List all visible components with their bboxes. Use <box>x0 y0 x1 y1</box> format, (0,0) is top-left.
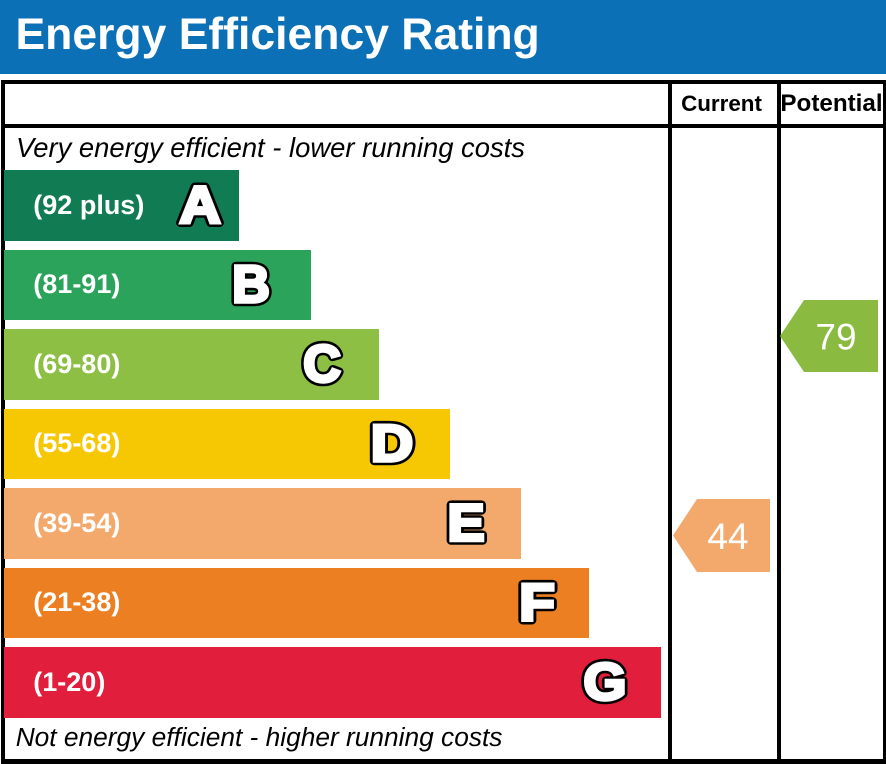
svg-text:E: E <box>447 494 484 552</box>
svg-text:D: D <box>371 414 413 472</box>
svg-text:F: F <box>519 573 555 631</box>
svg-text:G: G <box>584 653 627 711</box>
svg-text:C: C <box>303 336 341 394</box>
svg-text:A: A <box>179 176 220 234</box>
svg-text:D: D <box>371 414 413 472</box>
svg-text:E: E <box>447 494 484 552</box>
svg-text:F: F <box>519 573 555 631</box>
svg-text:44: 44 <box>707 516 748 557</box>
svg-text:C: C <box>303 336 341 394</box>
svg-text:G: G <box>584 653 627 711</box>
svg-text:B: B <box>232 256 270 314</box>
svg-text:79: 79 <box>815 317 856 358</box>
svg-text:A: A <box>179 176 220 234</box>
svg-text:B: B <box>232 256 270 314</box>
